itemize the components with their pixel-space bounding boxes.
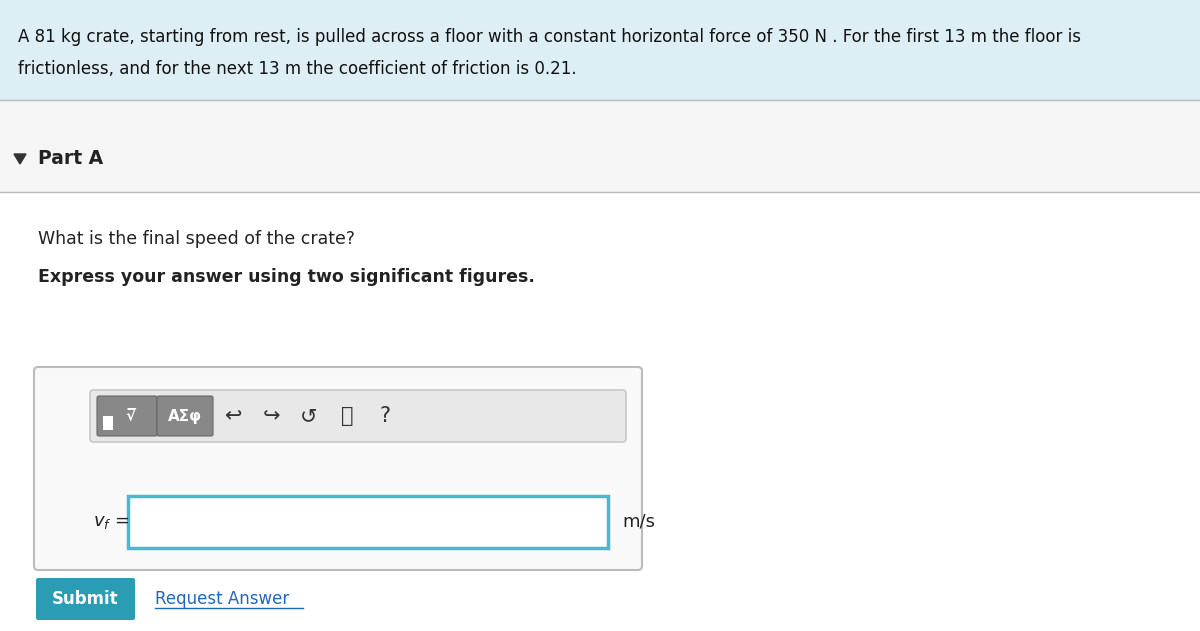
Text: ↺: ↺	[300, 406, 318, 426]
Text: ↩: ↩	[224, 406, 241, 426]
FancyBboxPatch shape	[0, 100, 1200, 631]
FancyBboxPatch shape	[157, 396, 214, 436]
Text: Submit: Submit	[52, 590, 119, 608]
Text: m/s: m/s	[622, 513, 655, 531]
Text: $v_f$ =: $v_f$ =	[94, 513, 130, 531]
Text: ?: ?	[379, 406, 390, 426]
Text: Request Answer: Request Answer	[155, 590, 289, 608]
FancyBboxPatch shape	[36, 578, 134, 620]
Text: frictionless, and for the next 13 m the coefficient of friction is 0.21.: frictionless, and for the next 13 m the …	[18, 60, 577, 78]
Text: ↪: ↪	[263, 406, 280, 426]
FancyBboxPatch shape	[0, 192, 1200, 631]
Text: ⌸: ⌸	[341, 406, 353, 426]
Text: What is the final speed of the crate?: What is the final speed of the crate?	[38, 230, 355, 248]
Polygon shape	[14, 154, 26, 164]
FancyBboxPatch shape	[97, 396, 157, 436]
FancyBboxPatch shape	[103, 416, 113, 430]
FancyBboxPatch shape	[34, 367, 642, 570]
FancyBboxPatch shape	[128, 496, 608, 548]
Text: √̅: √̅	[126, 408, 136, 423]
FancyBboxPatch shape	[90, 390, 626, 442]
Text: A 81 kg crate, starting from rest, is pulled across a floor with a constant hori: A 81 kg crate, starting from rest, is pu…	[18, 28, 1081, 46]
Text: Express your answer using two significant figures.: Express your answer using two significan…	[38, 268, 535, 286]
FancyBboxPatch shape	[0, 0, 1200, 100]
Text: Part A: Part A	[38, 150, 103, 168]
Text: AΣφ: AΣφ	[168, 408, 202, 423]
